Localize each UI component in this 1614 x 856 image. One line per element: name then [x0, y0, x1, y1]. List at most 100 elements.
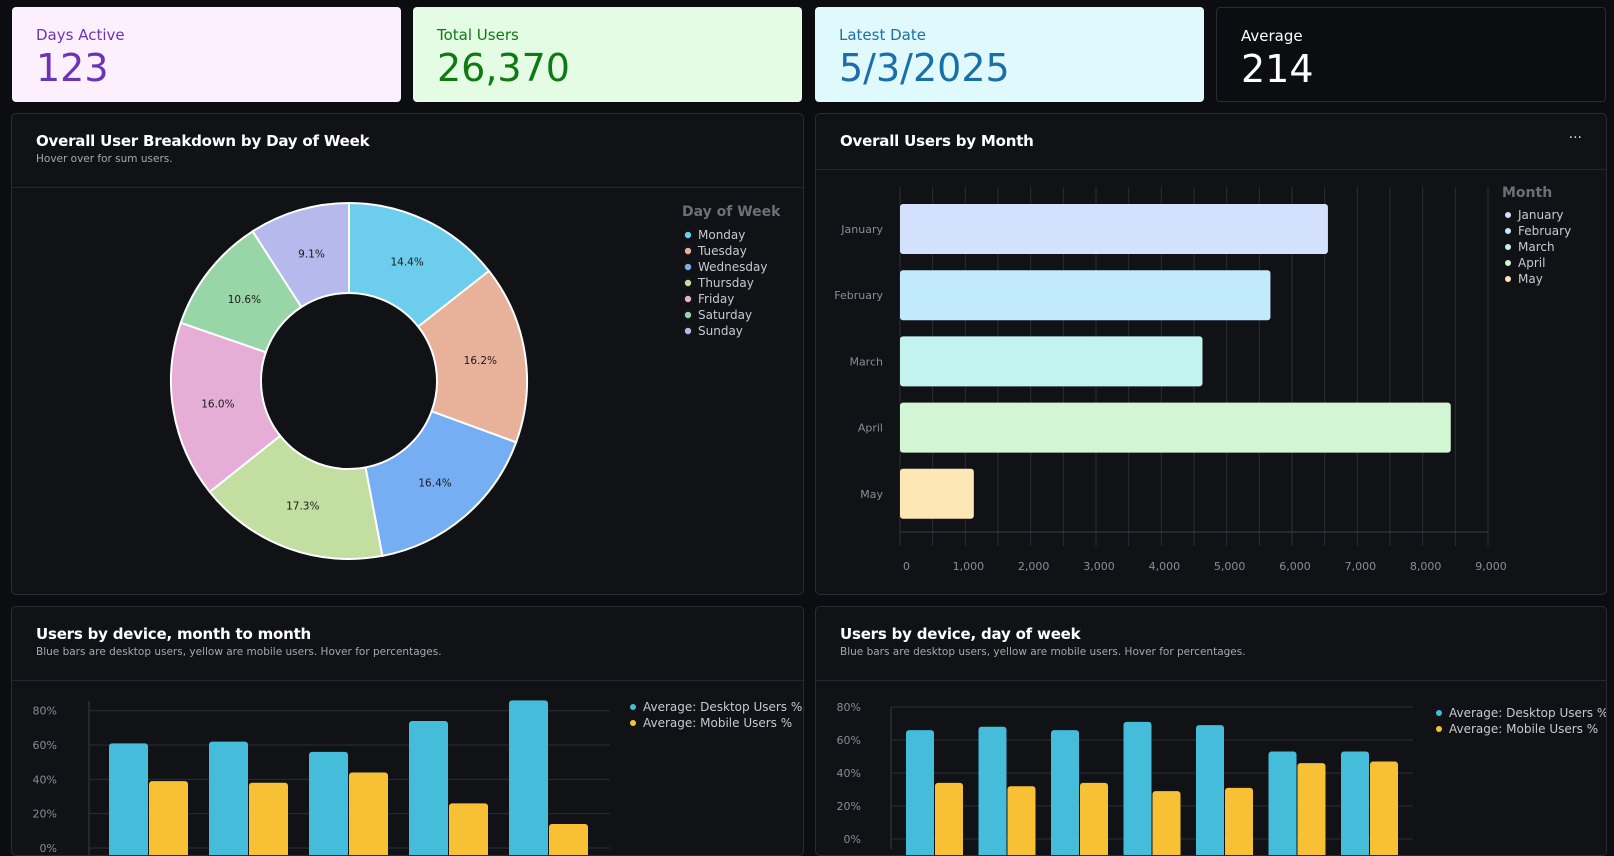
legend-item: Wednesday [698, 260, 767, 274]
panel-device-day-of-week: Users by device, day of week Blue bars a… [815, 606, 1607, 856]
slice-label: 17.3% [286, 501, 319, 513]
bar-april-mobile [449, 803, 488, 856]
legend-item: Average: Desktop Users % [1449, 706, 1607, 720]
legend-item: Tuesday [697, 244, 747, 258]
y-tick-label: April [858, 422, 883, 435]
device-dow-chart: 0% 20% 40% 60% 80% Average: Desktop Users % Av… [816, 607, 1607, 856]
y-tick-label: March [849, 355, 883, 368]
y-tick-label: 40% [33, 773, 57, 786]
legend-item: April [1518, 256, 1545, 270]
legend-item: Friday [698, 292, 734, 306]
bar-may-mobile [549, 824, 588, 856]
legend-item: Saturday [698, 308, 752, 322]
bar-sunday-mobile [1370, 761, 1398, 856]
y-tick-label: 80% [33, 705, 57, 718]
x-tick-label: 1,000 [953, 560, 985, 573]
panel-day-of-week-breakdown: Overall User Breakdown by Day of Week Ho… [11, 113, 804, 595]
legend-item: Thursday [697, 276, 754, 290]
x-tick-label: 0 [903, 560, 910, 573]
bar-tuesday-desktop [979, 727, 1007, 856]
y-tick-label: 20% [837, 800, 861, 813]
y-tick-label: 80% [837, 701, 861, 714]
legend-title: Day of Week [682, 204, 781, 220]
bar-march-mobile [349, 773, 388, 856]
y-tick-label: January [840, 223, 883, 236]
bar-march [900, 336, 1202, 386]
y-tick-label: 0% [844, 833, 861, 846]
bar-thursday-mobile [1153, 791, 1181, 856]
bar-march-desktop [309, 752, 348, 856]
legend-marker [1505, 212, 1511, 218]
bar-april [900, 403, 1451, 453]
bar-february-mobile [249, 783, 288, 856]
x-tick-label: 9,000 [1475, 560, 1507, 573]
legend-marker [1505, 260, 1511, 266]
kpi-label: Average [1241, 27, 1605, 45]
bar-saturday-desktop [1269, 752, 1297, 856]
legend-marker [685, 264, 691, 270]
kpi-days-active: Days Active 123 [12, 7, 401, 102]
y-tick-label: February [834, 289, 883, 302]
y-tick-label: 40% [837, 767, 861, 780]
legend-marker [1436, 710, 1442, 716]
legend-item: February [1518, 224, 1571, 238]
legend-marker [1505, 228, 1511, 234]
slice-label: 16.2% [464, 355, 497, 367]
bar-february-desktop [209, 742, 248, 856]
bar-friday-desktop [1196, 725, 1224, 856]
bar-wednesday-mobile [1080, 783, 1108, 856]
y-tick-label: 60% [33, 739, 57, 752]
kpi-average: Average 214 [1216, 7, 1606, 102]
bar-sunday-desktop [1341, 752, 1369, 856]
legend-item: May [1518, 272, 1543, 286]
legend-marker [630, 720, 636, 726]
x-tick-label: 8,000 [1410, 560, 1442, 573]
y-tick-label: 60% [837, 734, 861, 747]
legend-marker [685, 296, 691, 302]
bar-february [900, 270, 1270, 320]
bar-monday-mobile [935, 783, 963, 856]
x-tick-label: 5,000 [1214, 560, 1246, 573]
kpi-value: 123 [36, 46, 401, 90]
panel-device-month: Users by device, month to month Blue bar… [11, 606, 804, 856]
bar-may [900, 469, 974, 519]
x-tick-label: 2,000 [1018, 560, 1049, 573]
kpi-latest-date: Latest Date 5/3/2025 [815, 7, 1204, 102]
legend-marker [685, 248, 691, 254]
x-tick-label: 7,000 [1345, 560, 1377, 573]
bar-january-desktop [109, 743, 148, 856]
slice-label: 16.4% [418, 477, 451, 489]
bar-may-desktop [509, 700, 548, 856]
legend-marker [1505, 276, 1511, 282]
legend-marker [1505, 244, 1511, 250]
legend-marker [630, 704, 636, 710]
legend-item: Average: Mobile Users % [643, 716, 792, 730]
x-tick-label: 4,000 [1149, 560, 1181, 573]
bar-april-desktop [409, 721, 448, 856]
bar-wednesday-desktop [1051, 730, 1079, 856]
y-tick-label: 20% [33, 808, 57, 821]
legend-marker [1436, 726, 1442, 732]
legend-marker [685, 312, 691, 318]
legend-item: Monday [698, 228, 745, 242]
kpi-label: Total Users [437, 26, 802, 44]
kpi-value: 214 [1241, 47, 1605, 91]
legend-marker [685, 328, 691, 334]
bar-tuesday-mobile [1008, 786, 1036, 856]
legend-marker [685, 280, 691, 286]
bar-friday-mobile [1225, 788, 1253, 856]
kpi-value: 5/3/2025 [839, 46, 1204, 90]
slice-label: 16.0% [201, 398, 234, 410]
legend-item: Average: Desktop Users % [643, 700, 802, 714]
y-tick-label: May [860, 488, 883, 501]
kpi-label: Latest Date [839, 26, 1204, 44]
legend-item: Average: Mobile Users % [1449, 722, 1598, 736]
y-tick-label: 0% [40, 842, 57, 855]
x-tick-label: 3,000 [1083, 560, 1115, 573]
legend-marker [685, 232, 691, 238]
bar-saturday-mobile [1298, 763, 1326, 856]
x-tick-label: 6,000 [1279, 560, 1311, 573]
slice-label: 10.6% [228, 294, 261, 306]
legend-item: January [1517, 208, 1564, 222]
